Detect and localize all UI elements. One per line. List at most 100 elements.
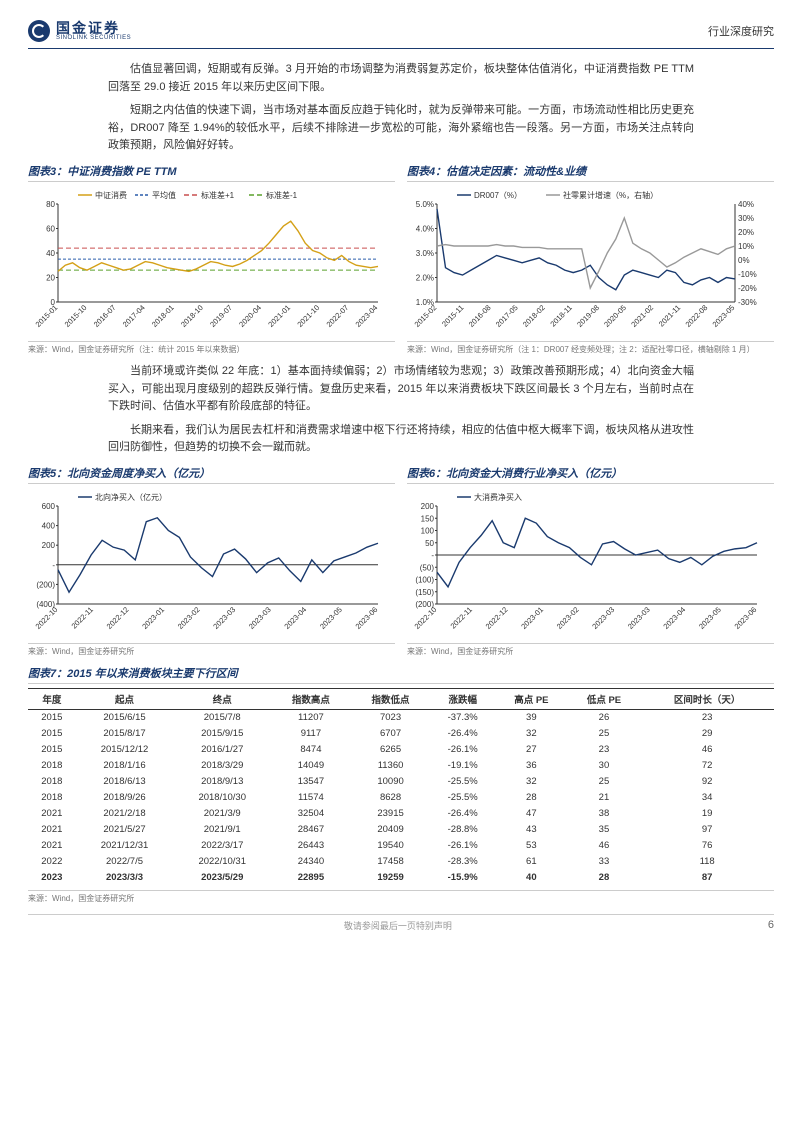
svg-text:(150): (150) <box>415 588 434 597</box>
chart-5: 图表5：北向资金周度净买入（亿元） (400)(200)-20040060020… <box>28 465 395 641</box>
svg-text:2018-10: 2018-10 <box>179 303 205 329</box>
svg-text:标准差+1: 标准差+1 <box>201 190 235 200</box>
chart-6: 图表6：北向资金大消费行业净买入（亿元） (200)(150)(100)(50)… <box>407 465 774 641</box>
page-footer: 敬请参阅最后一页特别声明 6 <box>28 914 774 932</box>
svg-text:2023-05: 2023-05 <box>318 605 344 631</box>
table-row: 20152015/8/172015/9/1591176707-26.4%3225… <box>28 726 774 742</box>
svg-text:DR007（%）: DR007（%） <box>474 191 522 200</box>
table-row: 20222022/7/52022/10/312434017458-28.3%61… <box>28 854 774 870</box>
svg-text:2019-08: 2019-08 <box>575 303 601 329</box>
svg-text:2020-05: 2020-05 <box>602 303 628 329</box>
svg-text:(100): (100) <box>415 575 434 584</box>
svg-text:400: 400 <box>42 522 56 531</box>
svg-text:2023-06: 2023-06 <box>733 605 759 631</box>
svg-text:-: - <box>431 551 434 560</box>
svg-text:-: - <box>52 561 55 570</box>
table-header: 高点 PE <box>495 688 568 709</box>
svg-text:-20%: -20% <box>738 284 757 293</box>
svg-text:2023-01: 2023-01 <box>140 605 166 631</box>
svg-text:2023-03: 2023-03 <box>247 605 273 631</box>
svg-text:20: 20 <box>46 273 55 282</box>
svg-text:200: 200 <box>42 541 56 550</box>
chart-3: 图表3：中证消费指数 PE TTM 0204060802015-012015-1… <box>28 163 395 339</box>
page-number: 6 <box>768 919 774 931</box>
table-row: 20182018/6/132018/9/131354710090-25.5%32… <box>28 774 774 790</box>
table-7-source: 来源：Wind，国金证券研究所 <box>28 890 774 904</box>
svg-text:40: 40 <box>46 249 55 258</box>
svg-text:10%: 10% <box>738 242 754 251</box>
table-header: 年度 <box>28 688 76 709</box>
paragraph-1: 估值显著回调，短期或有反弹。3 月开始的市场调整为消费弱复苏定价，板块整体估值消… <box>108 61 694 96</box>
svg-text:2021-02: 2021-02 <box>629 303 655 329</box>
svg-text:2.0%: 2.0% <box>416 273 434 282</box>
chart-3-source: 来源：Wind，国金证券研究所（注：统计 2015 年以来数据） <box>28 341 395 355</box>
table-header: 起点 <box>76 688 174 709</box>
svg-text:100: 100 <box>421 526 435 535</box>
svg-text:30%: 30% <box>738 214 754 223</box>
table-row: 20182018/1/162018/3/291404911360-19.1%36… <box>28 758 774 774</box>
svg-text:2023-05: 2023-05 <box>697 605 723 631</box>
svg-text:(200): (200) <box>36 580 55 589</box>
charts-row-1: 图表3：中证消费指数 PE TTM 0204060802015-012015-1… <box>28 163 774 339</box>
table-row: 20182018/9/262018/10/30115748628-25.5%28… <box>28 790 774 806</box>
table-7-title: 图表7：2015 年以来消费板块主要下行区间 <box>28 665 774 684</box>
svg-text:150: 150 <box>421 514 435 523</box>
svg-text:2023-02: 2023-02 <box>176 605 202 631</box>
svg-text:2023-04: 2023-04 <box>282 605 308 631</box>
table-row: 20212021/2/182021/3/93250423915-26.4%473… <box>28 806 774 822</box>
svg-text:80: 80 <box>46 200 55 209</box>
svg-text:社零累计增速（%，右轴）: 社零累计增速（%，右轴） <box>563 190 658 200</box>
svg-text:平均值: 平均值 <box>152 190 176 200</box>
svg-text:-30%: -30% <box>738 298 757 307</box>
paragraph-4: 长期来看，我们认为居民去杠杆和消费需求增速中枢下行还将持续，相应的估值中枢大概率… <box>108 422 694 457</box>
table-row-bold: 20232023/3/32023/5/292289519259-15.9%402… <box>28 870 774 886</box>
table-row: 20152015/6/152015/7/8112077023-37.3%3926… <box>28 709 774 726</box>
svg-text:2015-01: 2015-01 <box>34 303 60 329</box>
svg-text:2021-01: 2021-01 <box>266 303 292 329</box>
page-header: 国金证券 SINOLINK SECURITIES 行业深度研究 <box>28 20 774 49</box>
svg-text:2023-06: 2023-06 <box>354 605 380 631</box>
svg-text:4.0%: 4.0% <box>416 224 434 233</box>
svg-text:2023-04: 2023-04 <box>354 303 380 329</box>
svg-text:2023-01: 2023-01 <box>519 605 545 631</box>
svg-text:2021-10: 2021-10 <box>295 303 321 329</box>
svg-text:2018-01: 2018-01 <box>150 303 176 329</box>
svg-text:200: 200 <box>421 502 435 511</box>
charts-row-2: 图表5：北向资金周度净买入（亿元） (400)(200)-20040060020… <box>28 465 774 641</box>
chart-4-source: 来源：Wind，国金证券研究所（注 1：DR007 经变频处理；注 2：适配社零… <box>407 341 774 355</box>
svg-text:2022-11: 2022-11 <box>70 605 95 630</box>
svg-text:标准差-1: 标准差-1 <box>266 190 298 200</box>
svg-text:60: 60 <box>46 224 55 233</box>
svg-text:北向净买入（亿元）: 北向净买入（亿元） <box>95 492 167 502</box>
chart-4-title: 图表4：估值决定因素：流动性&业绩 <box>407 163 774 182</box>
svg-text:2022-12: 2022-12 <box>484 605 510 631</box>
svg-text:大消费净买入: 大消费净买入 <box>474 492 522 502</box>
svg-text:-10%: -10% <box>738 270 757 279</box>
svg-text:中证消费: 中证消费 <box>95 190 127 200</box>
table-row: 20152015/12/122016/1/2784746265-26.1%272… <box>28 742 774 758</box>
svg-text:600: 600 <box>42 502 56 511</box>
svg-text:50: 50 <box>425 539 434 548</box>
svg-text:2023-03: 2023-03 <box>626 605 652 631</box>
svg-text:2021-11: 2021-11 <box>657 303 682 328</box>
table-7: 年度起点终点指数高点指数低点涨跌幅高点 PE低点 PE区间时长（天） 20152… <box>28 688 774 886</box>
table-header: 指数高点 <box>271 688 351 709</box>
svg-text:2017-05: 2017-05 <box>494 303 520 329</box>
svg-text:2020-04: 2020-04 <box>237 303 263 329</box>
svg-text:2023-03: 2023-03 <box>211 605 237 631</box>
svg-text:2023-02: 2023-02 <box>555 605 581 631</box>
paragraph-3: 当前环境或许类似 22 年底：1）基本面持续偏弱；2）市场情绪较为悲观；3）政策… <box>108 363 694 416</box>
chart-5-title: 图表5：北向资金周度净买入（亿元） <box>28 465 395 484</box>
table-header: 区间时长（天） <box>640 688 774 709</box>
svg-text:2023-03: 2023-03 <box>590 605 616 631</box>
svg-text:(50): (50) <box>420 563 435 572</box>
chart-6-source: 来源：Wind，国金证券研究所 <box>407 643 774 657</box>
brand-en: SINOLINK SECURITIES <box>56 35 131 41</box>
doc-type: 行业深度研究 <box>708 23 774 39</box>
table-header: 涨跌幅 <box>430 688 495 709</box>
svg-text:2022-12: 2022-12 <box>105 605 131 631</box>
page: 国金证券 SINOLINK SECURITIES 行业深度研究 估值显著回调，短… <box>0 0 802 952</box>
svg-text:2022-08: 2022-08 <box>683 303 709 329</box>
svg-text:2023-05: 2023-05 <box>711 303 737 329</box>
logo: 国金证券 SINOLINK SECURITIES <box>28 20 131 42</box>
